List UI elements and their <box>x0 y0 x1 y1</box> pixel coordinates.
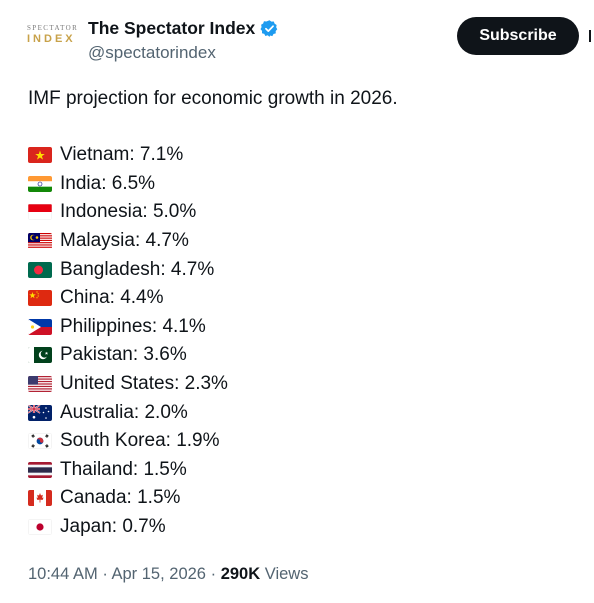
china-flag-icon <box>28 290 52 307</box>
australia-flag-icon <box>28 404 52 421</box>
more-options-icon[interactable] <box>588 24 594 48</box>
list-item: United States: 2.3% <box>28 370 228 399</box>
views-label[interactable]: Views <box>264 565 309 583</box>
list-item: India: 6.5% <box>28 170 228 199</box>
list-item-text: Malaysia: 4.7% <box>60 230 189 252</box>
avatar-line2: INDEX <box>27 33 76 45</box>
list-item-text: Philippines: 4.1% <box>60 315 206 337</box>
thailand-flag-icon <box>28 461 52 478</box>
tweet-intro: IMF projection for economic growth in 20… <box>28 88 398 109</box>
list-item-text: South Korea: 1.9% <box>60 430 220 452</box>
growth-list: Vietnam: 7.1% India: 6.5% Indonesia: 5.0… <box>28 141 228 541</box>
list-item-text: Canada: 1.5% <box>60 487 181 509</box>
south-korea-flag-icon <box>28 433 52 450</box>
author-name-row[interactable]: The Spectator Index <box>88 18 279 39</box>
list-item-text: Pakistan: 3.6% <box>60 344 187 366</box>
philippines-flag-icon <box>28 318 52 335</box>
list-item-text: Bangladesh: 4.7% <box>60 258 215 280</box>
list-item: Indonesia: 5.0% <box>28 198 228 227</box>
list-item-text: Thailand: 1.5% <box>60 458 187 480</box>
date[interactable]: Apr 15, 2026 <box>111 565 207 583</box>
united-states-flag-icon <box>28 376 52 393</box>
list-item: Canada: 1.5% <box>28 484 228 513</box>
list-item: Pakistan: 3.6% <box>28 341 228 370</box>
list-item: Australia: 2.0% <box>28 398 228 427</box>
list-item: China: 4.4% <box>28 284 228 313</box>
list-item-text: India: 6.5% <box>60 172 156 194</box>
list-item: Thailand: 1.5% <box>28 456 228 485</box>
canada-flag-icon <box>28 490 52 507</box>
list-item-text: China: 4.4% <box>60 287 164 309</box>
list-item-text: United States: 2.3% <box>60 373 228 395</box>
list-item: Vietnam: 7.1% <box>28 141 228 170</box>
verified-badge-icon <box>260 20 278 37</box>
meta-separator: · <box>102 565 108 583</box>
list-item-text: Vietnam: 7.1% <box>60 144 184 166</box>
meta-separator: · <box>210 565 217 583</box>
subscribe-button[interactable]: Subscribe <box>457 17 579 55</box>
list-item: Philippines: 4.1% <box>28 313 228 342</box>
india-flag-icon <box>28 175 52 192</box>
list-item: Japan: 0.7% <box>28 513 228 542</box>
malaysia-flag-icon <box>28 233 52 250</box>
list-item-text: Indonesia: 5.0% <box>60 201 197 223</box>
pakistan-flag-icon <box>28 347 52 364</box>
list-item: Malaysia: 4.7% <box>28 227 228 256</box>
handle[interactable]: @spectatorindex <box>88 43 216 62</box>
list-item: South Korea: 1.9% <box>28 427 228 456</box>
list-item-text: Australia: 2.0% <box>60 401 188 423</box>
display-name[interactable]: The Spectator Index <box>88 18 256 38</box>
indonesia-flag-icon <box>28 204 52 221</box>
bangladesh-flag-icon <box>28 261 52 278</box>
vietnam-flag-icon <box>28 147 52 164</box>
japan-flag-icon <box>28 519 52 536</box>
timestamp[interactable]: 10:44 AM <box>28 565 98 583</box>
avatar-line1: SPECTATOR <box>27 24 79 32</box>
tweet-meta: 10:44 AM · Apr 15, 2026 · 290K Views <box>28 565 308 584</box>
list-item: Bangladesh: 4.7% <box>28 255 228 284</box>
avatar[interactable]: SPECTATOR INDEX <box>27 24 77 58</box>
list-item-text: Japan: 0.7% <box>60 516 166 538</box>
views-count[interactable]: 290K <box>220 565 261 583</box>
